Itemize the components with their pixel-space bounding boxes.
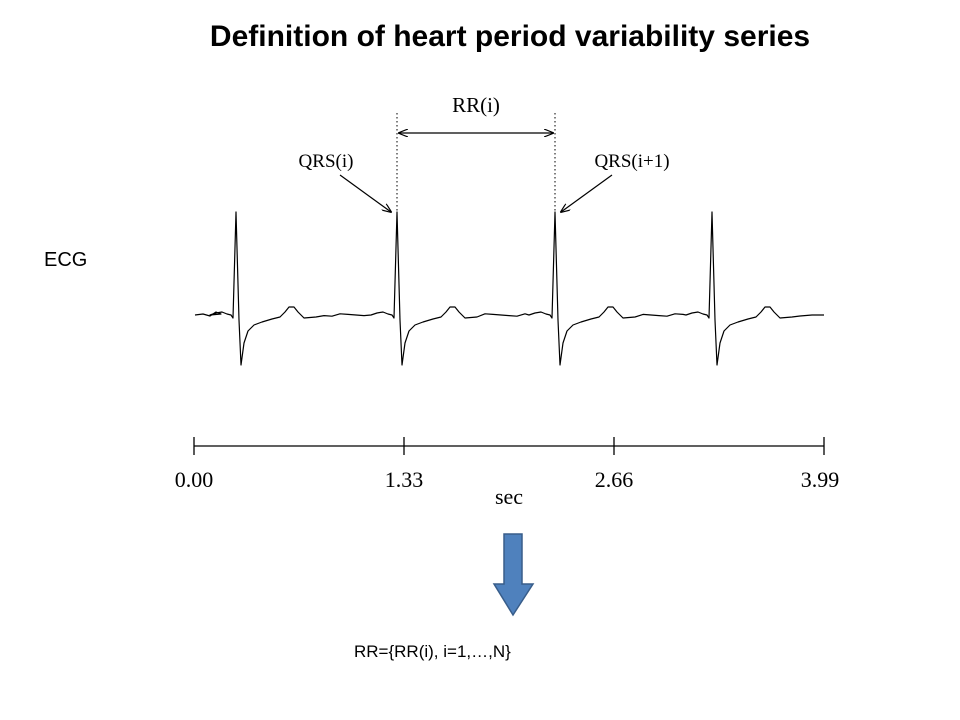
slide-title: Definition of heart period variability s… xyxy=(209,20,811,53)
time-axis-tick-label-0: 0.00 xyxy=(175,467,214,492)
qrs-right-label: QRS(i+1) xyxy=(594,151,669,172)
rr-interval-label: RR(i) xyxy=(452,93,500,117)
rr-series-formula: RR={RR(i), i=1,…,N} xyxy=(354,642,511,661)
time-axis-tick-label-3: 3.99 xyxy=(801,467,840,492)
time-axis-tick-label-2: 2.66 xyxy=(595,467,634,492)
down-arrow-icon xyxy=(492,533,535,617)
qrs-right-pointer-arrow xyxy=(561,174,613,212)
qrs-left-pointer-arrow xyxy=(339,174,391,212)
time-axis-unit-label: sec xyxy=(495,484,523,509)
qrs-left-label: QRS(i) xyxy=(299,151,354,172)
time-axis-tick-label-1: 1.33 xyxy=(385,467,424,492)
ecg-waveform xyxy=(194,211,824,366)
ecg-label: ECG xyxy=(44,249,88,271)
